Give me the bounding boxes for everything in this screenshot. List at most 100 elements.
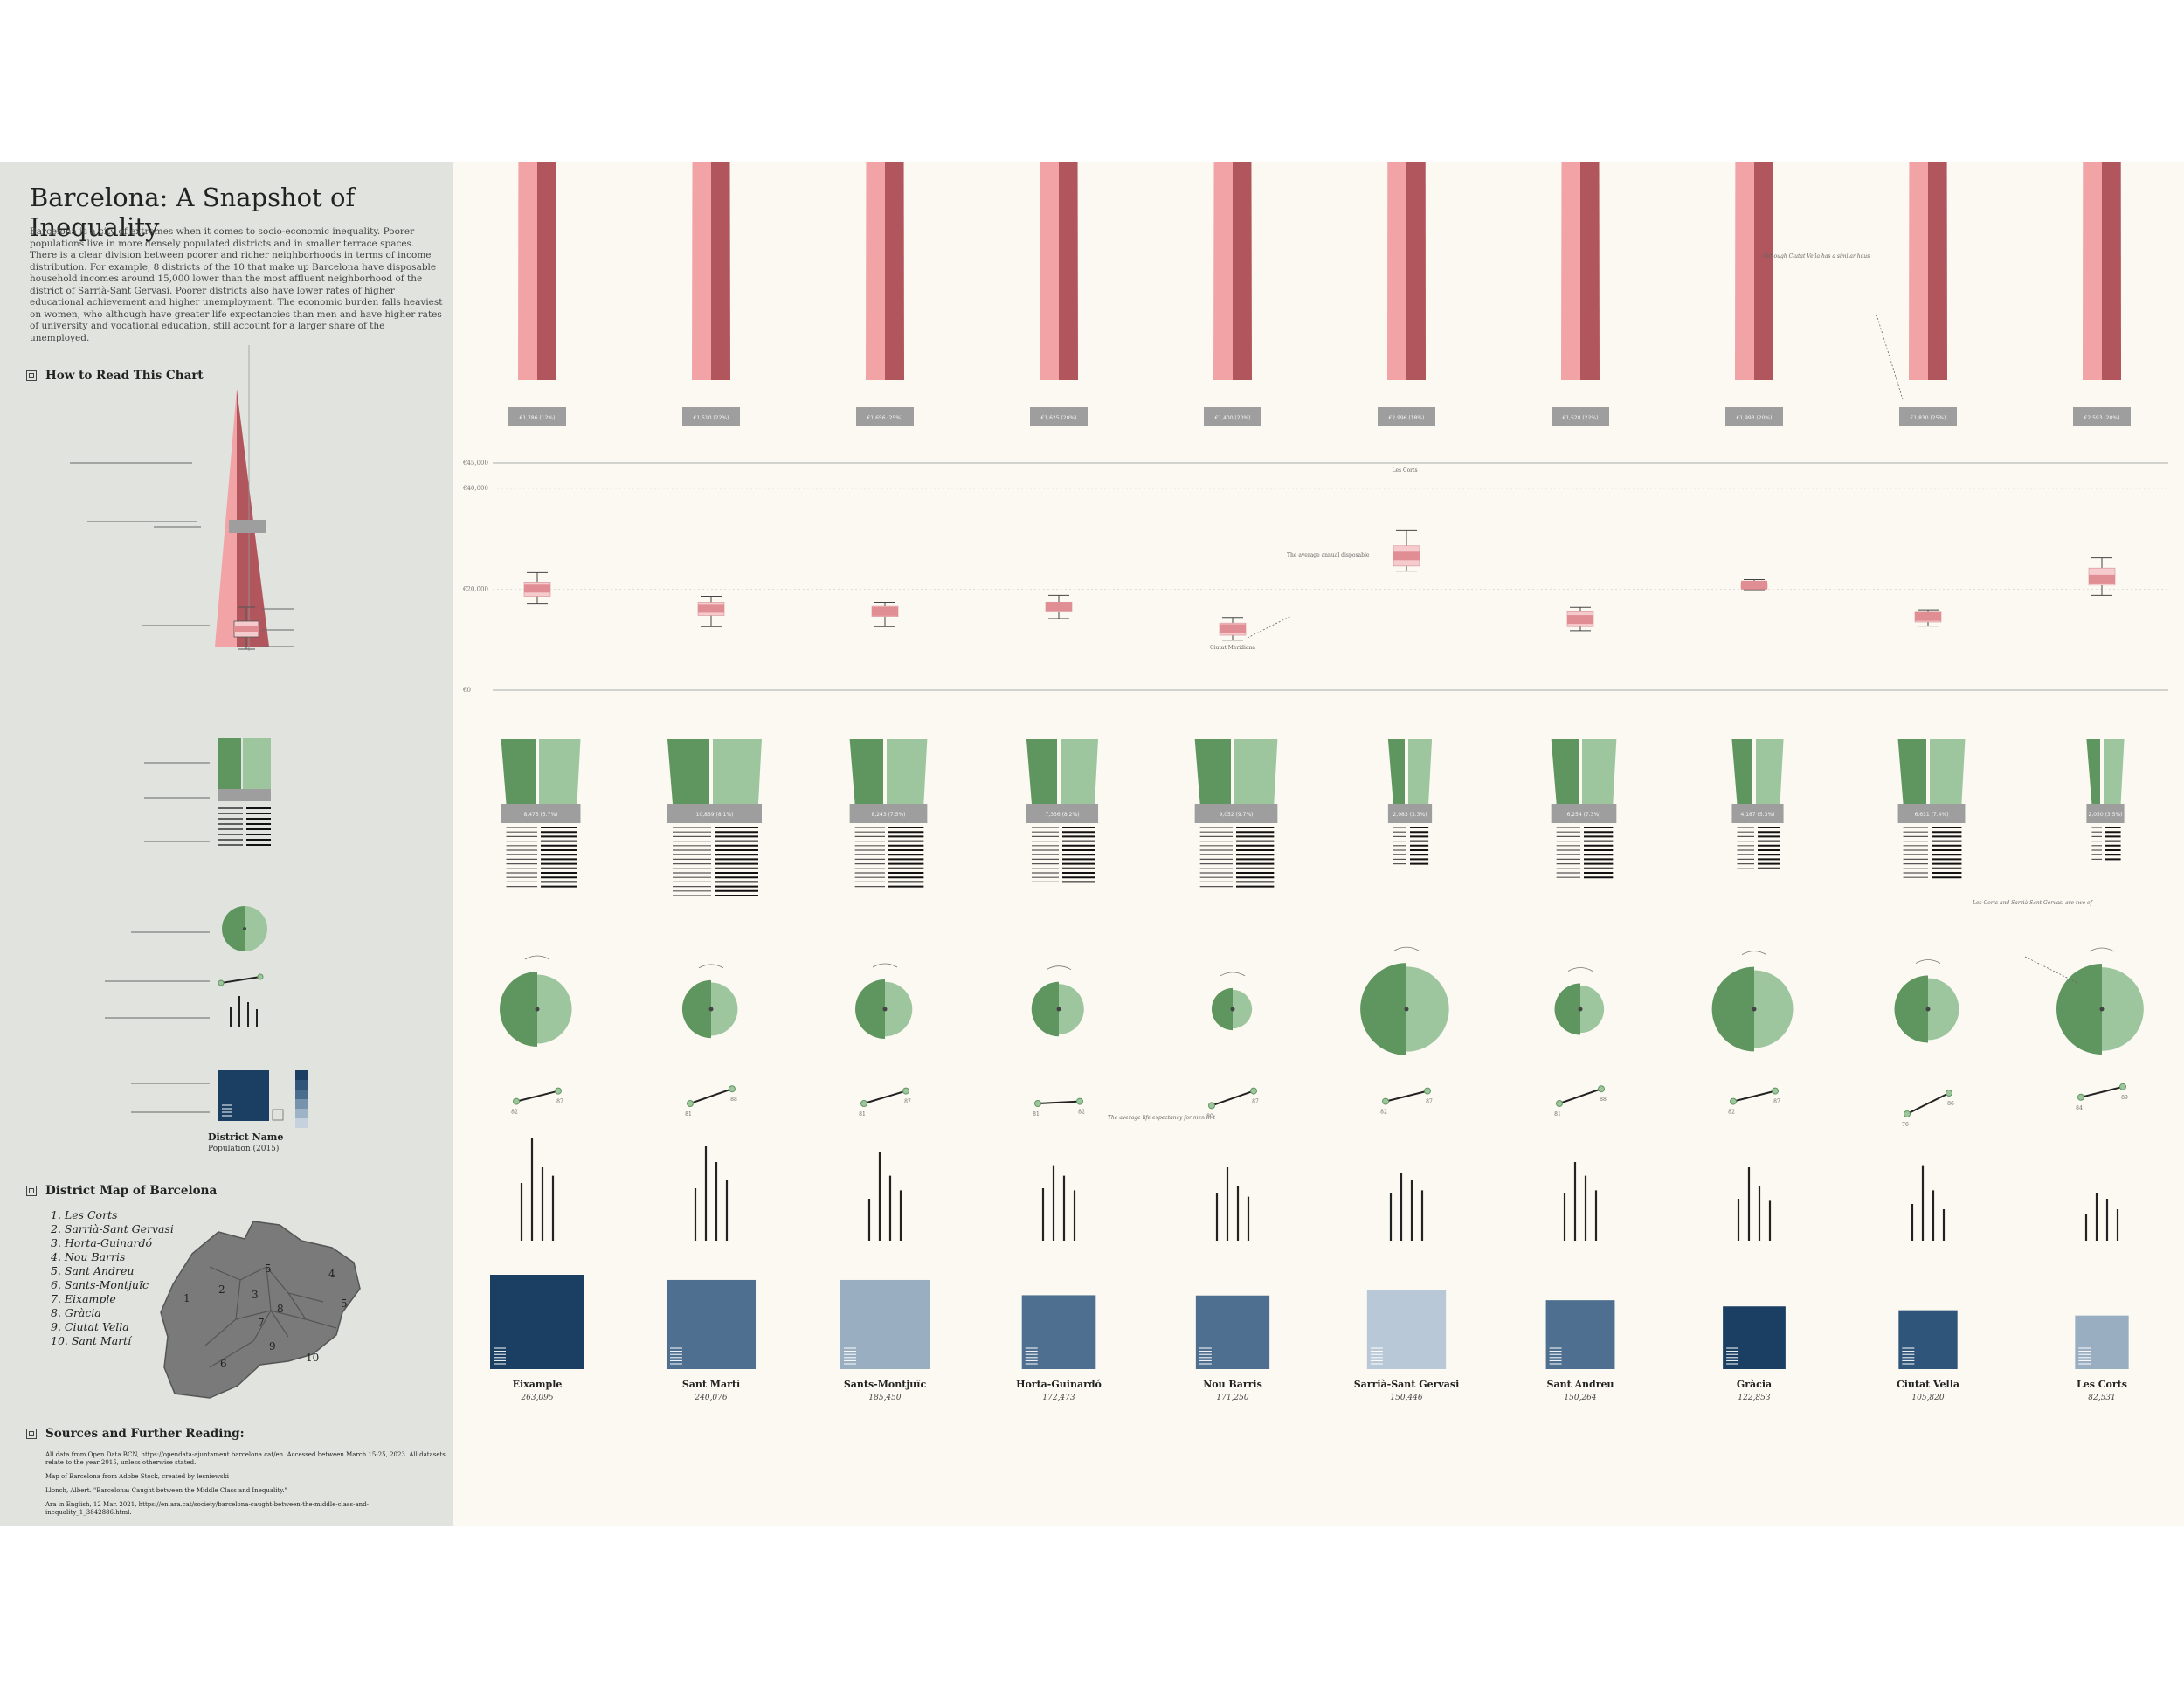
income-chip — [1552, 407, 1609, 426]
unemp-chip — [667, 804, 762, 823]
density-square — [1723, 1306, 1786, 1369]
unemp-female — [887, 739, 928, 804]
life-female-label: 87 — [1773, 1099, 1780, 1105]
district-map-heading: District Map of Barcelona — [26, 1184, 217, 1198]
axis-tick-label: €45,000 — [462, 460, 488, 467]
district-list-item: 7. Eixample — [51, 1292, 116, 1305]
edu-female — [1233, 989, 1253, 1029]
annotation-sarria: The average annual disposable — [1287, 552, 1370, 558]
income-chip — [1899, 407, 1957, 426]
edu-arc — [698, 964, 724, 969]
income-chip — [682, 407, 740, 426]
cone-male — [885, 162, 904, 380]
life-male-label: 81 — [685, 1111, 692, 1117]
life-female — [555, 1087, 562, 1095]
annotation-leader — [1247, 615, 1292, 639]
district-name: Sant Andreu — [1547, 1379, 1614, 1390]
source-item: Ara in English, 12 Mar. 2021, https://en… — [45, 1501, 369, 1516]
cone-female — [518, 162, 537, 380]
cone-male — [1059, 162, 1078, 380]
unemp-male — [1897, 739, 1926, 804]
svg-text:2: 2 — [218, 1283, 225, 1296]
box-median — [2089, 574, 2115, 584]
edu-female — [711, 982, 738, 1036]
density-square — [1898, 1310, 1958, 1369]
legend-density-scale — [295, 1070, 308, 1128]
unemp-female — [539, 739, 581, 804]
income-label: €1,993 (20%) — [1737, 415, 1773, 421]
district-population: 105,820 — [1911, 1394, 1944, 1402]
income-chip — [1030, 407, 1088, 426]
life-line — [1211, 1090, 1254, 1107]
cone-female — [1040, 162, 1059, 380]
source-item: Map of Barcelona from Adobe Stock, creat… — [45, 1473, 230, 1480]
svg-text:7: 7 — [258, 1317, 265, 1329]
cone-female — [1387, 162, 1406, 380]
unemp-male — [1026, 739, 1057, 804]
unemp-female — [2104, 739, 2125, 804]
cone-male — [2102, 162, 2121, 380]
district-list-item: 2. Sarrià-Sant Gervasi — [51, 1222, 174, 1235]
unemp-chip — [1897, 804, 1966, 823]
edu-center — [535, 1007, 540, 1012]
cone-female — [866, 162, 885, 380]
life-female-label: 89 — [2121, 1095, 2128, 1101]
life-male — [687, 1100, 694, 1107]
district-population: 240,076 — [694, 1394, 727, 1402]
edu-arc — [1915, 959, 1941, 964]
legend-cone-female — [215, 389, 237, 647]
life-male — [1556, 1100, 1563, 1107]
box-median — [1393, 551, 1420, 561]
box-median — [1567, 615, 1593, 625]
sidebar: Barcelona: A Snapshot of Inequality Barc… — [0, 162, 453, 1526]
svg-text:6: 6 — [220, 1358, 227, 1370]
district-list-item: 1. Les Corts — [51, 1208, 118, 1221]
unemp-female — [1234, 739, 1278, 804]
edu-female — [1059, 984, 1084, 1034]
life-male-label: 82 — [1728, 1110, 1735, 1116]
how-to-read-heading: How to Read This Chart — [26, 369, 204, 383]
svg-text:3: 3 — [252, 1289, 259, 1301]
unemp-male — [1387, 739, 1405, 804]
district-list-item: 5. Sant Andreu — [51, 1264, 135, 1277]
life-female — [1424, 1087, 1431, 1095]
unemp-chip — [501, 804, 581, 823]
life-line — [515, 1090, 559, 1103]
district-list-item: 6. Sants-Montjuïc — [51, 1278, 149, 1291]
district-name: Horta-Guinardó — [1016, 1379, 1102, 1390]
box-median — [1046, 602, 1072, 612]
life-male — [1034, 1100, 1041, 1107]
unemp-male — [1194, 739, 1231, 804]
unemp-male — [1551, 739, 1579, 804]
unemp-female — [1061, 739, 1099, 804]
edu-center — [2099, 1007, 2105, 1012]
life-female — [1250, 1087, 1257, 1095]
edu-male — [855, 979, 885, 1039]
life-male — [2077, 1093, 2084, 1101]
annotation-leader — [1876, 314, 1904, 400]
unemp-male — [849, 739, 883, 804]
source-item: Llonch, Albert. "Barcelona: Caught betwe… — [45, 1487, 287, 1494]
density-square — [666, 1279, 757, 1369]
life-female — [2119, 1083, 2126, 1090]
district-name: Ciutat Vella — [1897, 1379, 1959, 1390]
edu-arc — [1046, 965, 1072, 971]
section-icon — [26, 370, 37, 381]
district-list-item: 3. Horta-Guinardó — [51, 1236, 153, 1249]
edu-center — [1752, 1007, 1757, 1012]
edu-female — [1754, 970, 1794, 1048]
legend-unemp-female — [243, 738, 271, 789]
legend-density-square — [218, 1070, 269, 1121]
edu-arc — [1393, 946, 1420, 951]
legend-edu-male — [222, 906, 245, 951]
density-square — [1545, 1300, 1615, 1369]
life-female — [729, 1085, 736, 1093]
cone-male — [1233, 162, 1252, 380]
district-name: Sarrià-Sant Gervasi — [1354, 1379, 1460, 1390]
life-female — [1598, 1085, 1605, 1093]
svg-text:10: 10 — [306, 1352, 319, 1364]
district-population: 122,853 — [1738, 1394, 1770, 1402]
how-to-read-legend — [70, 345, 308, 1128]
unemp-chip — [1387, 804, 1433, 823]
life-female — [1772, 1087, 1779, 1095]
